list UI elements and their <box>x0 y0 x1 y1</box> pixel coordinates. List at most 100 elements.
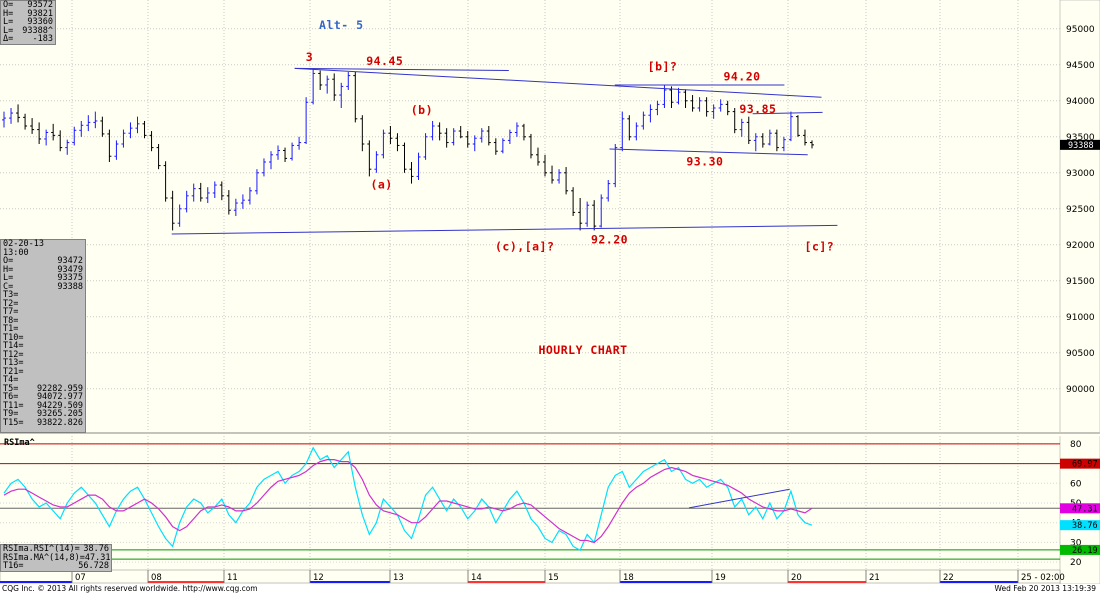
price-tick-label: 91000 <box>1066 313 1095 323</box>
y-axis-area <box>1059 0 1100 585</box>
info-row: 13:00 <box>1 248 85 258</box>
info-row: T12= <box>1 349 85 360</box>
info-row: O= 93572 <box>1 1 55 10</box>
time-axis-band <box>148 581 224 583</box>
info-value: 93821 <box>27 8 53 19</box>
rsi-value-marker <box>1060 544 1100 555</box>
rsi-panel-title: RSIma^ <box>4 438 35 448</box>
wave-annotation: Alt- 5 <box>319 18 364 32</box>
rsi-value-marker <box>1060 458 1100 469</box>
info-row: T10= <box>1 333 85 343</box>
info-row: O= 93472 <box>1 257 85 266</box>
info-key: T9= <box>3 409 19 419</box>
time-axis-band <box>310 581 390 583</box>
info-value: 93572 <box>27 0 53 10</box>
time-tick-label: 14 <box>471 573 482 583</box>
wave-annotation: 94.20 <box>723 70 760 84</box>
info-key: T5= <box>3 383 19 394</box>
time-tick-label: 12 <box>313 573 324 583</box>
info-key: T2= <box>3 298 19 309</box>
info-key: T21= <box>3 366 24 377</box>
price-tick-label: 91500 <box>1066 277 1095 287</box>
info-row: T1= <box>1 325 85 334</box>
trendline <box>294 67 822 98</box>
info-row: T13= <box>1 359 85 368</box>
info-row: T5= 92282.959 <box>1 383 85 394</box>
info-key: T6= <box>3 392 19 402</box>
price-tick-label: 94000 <box>1066 97 1095 107</box>
time-tick-label: 21 <box>869 573 880 583</box>
info-row: H= 93821 <box>1 8 55 19</box>
rsi-line <box>3 446 813 552</box>
info-row: L= 93360 <box>1 18 55 27</box>
info-key: Δ= <box>3 34 14 44</box>
info-row: T6= 94072.977 <box>1 393 85 402</box>
info-row: T8= <box>1 316 85 326</box>
info-value: 93360 <box>27 17 53 27</box>
info-key: T14= <box>3 341 24 351</box>
info-value: 38.76 <box>83 544 109 554</box>
rsi-tick-label: 20 <box>1070 558 1082 568</box>
price-tick-label: 93000 <box>1066 169 1095 179</box>
wave-annotation: 3 <box>306 50 313 64</box>
time-tick-label: 08 <box>151 573 162 583</box>
price-tick-label: 95000 <box>1066 25 1095 35</box>
info-key: T4= <box>3 375 19 385</box>
rsi-value-label: 47.31 <box>1072 504 1098 514</box>
info-row: L= 93375 <box>1 274 85 283</box>
rsi-value-label: 38.76 <box>1072 521 1098 531</box>
info-value: 94229.509 <box>36 400 83 411</box>
study-values-box: 02-20-13 13:00 O= 93472 H= 93479 L= 93375 C= 9338… <box>0 239 86 433</box>
info-row: T21= <box>1 366 85 377</box>
time-tick-label: 13 <box>393 573 404 583</box>
info-row: L= 93388^ <box>1 25 55 36</box>
info-key: T13= <box>3 358 24 368</box>
wave-annotation: (c),[a]? <box>495 240 554 254</box>
trendline <box>609 148 808 156</box>
info-key: T12= <box>3 349 24 360</box>
info-row: C= 93388 <box>1 282 85 292</box>
info-key: H= <box>3 8 14 19</box>
panel-gap <box>0 432 1100 436</box>
info-value: 56.728 <box>78 561 109 571</box>
wave-annotation: 94.45 <box>366 54 403 68</box>
time-tick-label: 20 <box>791 573 802 583</box>
info-key: RSIma.RSI^(14)= <box>3 544 80 554</box>
rsi-value-marker <box>1060 503 1100 514</box>
wave-annotation: 93.30 <box>686 155 723 169</box>
time-axis-band <box>620 581 712 583</box>
info-row: RSIma.RSI^(14)= 38.76 <box>1 545 111 554</box>
info-row: T15= 93822.826 <box>1 417 85 428</box>
info-row: T3= <box>1 291 85 300</box>
rsi-ma-line <box>3 459 813 544</box>
info-row: T4= <box>1 376 85 385</box>
info-key: L= <box>3 25 14 36</box>
info-value: 93375 <box>57 273 83 283</box>
info-value: 92282.959 <box>36 383 83 394</box>
info-key: T16= <box>3 561 24 571</box>
info-key: L= <box>3 17 14 27</box>
rsi-divergence-line <box>688 488 790 509</box>
rsi-tick-label: 80 <box>1070 440 1082 450</box>
rsi-value-marker <box>1060 520 1100 531</box>
time-axis-band <box>0 581 72 583</box>
timestamp: Wed Feb 20 2013 13:19:39 <box>994 584 1096 593</box>
trendline <box>752 111 823 115</box>
top-ohlc-box: O= 93572 H= 93821 L= 93360 L= 93388^ Δ= -183 <box>0 0 56 45</box>
info-value: 93388^ <box>22 25 53 36</box>
time-tick-label: 22 <box>943 573 954 583</box>
info-key: RSIma.MA^(14,8)= <box>3 552 85 563</box>
info-row: H= 93479 <box>1 264 85 275</box>
info-key: T3= <box>3 290 19 300</box>
info-key: L= <box>3 273 14 283</box>
wave-annotation: 92.20 <box>591 232 628 246</box>
info-key: T15= <box>3 417 24 428</box>
rsi-tick-label: 60 <box>1070 479 1082 489</box>
info-value: 93472 <box>57 256 83 266</box>
wave-annotation: 93.85 <box>739 102 776 116</box>
time-tick-label: 15 <box>548 573 559 583</box>
info-value: 93479 <box>57 264 83 275</box>
info-row: T2= <box>1 298 85 309</box>
